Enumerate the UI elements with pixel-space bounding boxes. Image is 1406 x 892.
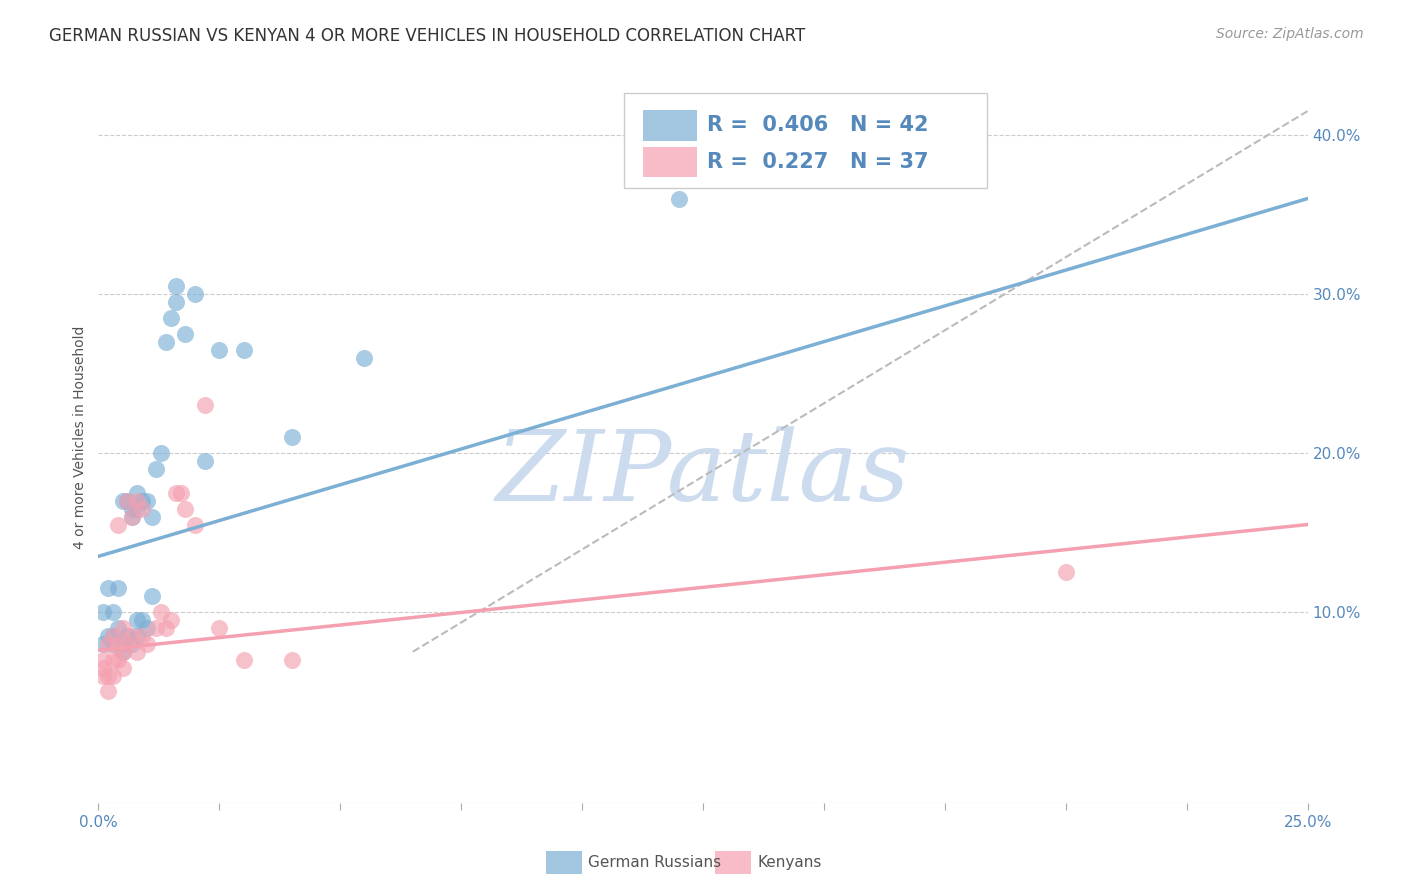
Point: [131, 629, 153, 643]
Point: [121, 637, 143, 651]
Point: [107, 517, 129, 532]
Point: [127, 493, 149, 508]
Point: [127, 613, 149, 627]
Point: [127, 629, 149, 643]
Point: [837, 104, 859, 119]
FancyBboxPatch shape: [716, 851, 751, 874]
Point: [184, 287, 207, 301]
Point: [111, 621, 134, 635]
Point: [101, 629, 124, 643]
Point: [165, 485, 187, 500]
Point: [353, 351, 375, 365]
Point: [169, 485, 191, 500]
Point: [111, 493, 134, 508]
Point: [281, 430, 304, 444]
Text: Kenyans: Kenyans: [758, 855, 821, 871]
Text: Source: ZipAtlas.com: Source: ZipAtlas.com: [1216, 27, 1364, 41]
Point: [97, 668, 120, 682]
Point: [1054, 566, 1077, 580]
Point: [135, 493, 157, 508]
FancyBboxPatch shape: [643, 146, 697, 178]
Point: [232, 653, 254, 667]
Point: [111, 645, 134, 659]
Point: [165, 294, 187, 309]
Point: [208, 621, 231, 635]
Point: [121, 509, 143, 524]
Point: [97, 629, 120, 643]
Point: [127, 645, 149, 659]
Point: [160, 613, 183, 627]
Point: [281, 653, 304, 667]
Point: [97, 637, 120, 651]
Point: [131, 613, 153, 627]
Point: [101, 637, 124, 651]
Point: [91, 653, 114, 667]
Text: German Russians: German Russians: [588, 855, 721, 871]
Point: [131, 501, 153, 516]
Point: [91, 605, 114, 619]
Point: [141, 509, 163, 524]
Point: [111, 637, 134, 651]
Point: [97, 684, 120, 698]
Y-axis label: 4 or more Vehicles in Household: 4 or more Vehicles in Household: [73, 326, 87, 549]
Point: [117, 493, 139, 508]
Point: [194, 398, 217, 412]
Point: [668, 192, 690, 206]
Point: [145, 621, 167, 635]
Point: [155, 621, 177, 635]
Point: [194, 454, 217, 468]
Point: [135, 621, 157, 635]
Point: [101, 653, 124, 667]
Point: [117, 493, 139, 508]
Point: [121, 509, 143, 524]
Point: [117, 629, 139, 643]
Point: [208, 343, 231, 357]
Point: [101, 605, 124, 619]
Point: [127, 501, 149, 516]
Point: [141, 589, 163, 603]
Point: [160, 310, 183, 325]
Point: [174, 501, 197, 516]
Point: [121, 501, 143, 516]
Text: ZIPatlas: ZIPatlas: [496, 426, 910, 521]
Point: [111, 660, 134, 674]
Point: [101, 629, 124, 643]
Text: R =  0.227   N = 37: R = 0.227 N = 37: [707, 152, 928, 172]
Point: [135, 637, 157, 651]
Point: [121, 629, 143, 643]
FancyBboxPatch shape: [546, 851, 582, 874]
Point: [145, 462, 167, 476]
Point: [150, 605, 173, 619]
Point: [107, 581, 129, 595]
FancyBboxPatch shape: [643, 110, 697, 141]
Point: [150, 446, 173, 460]
Point: [184, 517, 207, 532]
Text: R =  0.406   N = 42: R = 0.406 N = 42: [707, 115, 928, 136]
Point: [155, 334, 177, 349]
Point: [131, 493, 153, 508]
Point: [165, 279, 187, 293]
Text: GERMAN RUSSIAN VS KENYAN 4 OR MORE VEHICLES IN HOUSEHOLD CORRELATION CHART: GERMAN RUSSIAN VS KENYAN 4 OR MORE VEHIC…: [49, 27, 806, 45]
Point: [97, 581, 120, 595]
Point: [107, 653, 129, 667]
Point: [232, 343, 254, 357]
Point: [91, 637, 114, 651]
Point: [91, 668, 114, 682]
Point: [127, 485, 149, 500]
Point: [111, 645, 134, 659]
Point: [174, 326, 197, 341]
Point: [107, 637, 129, 651]
Point: [117, 637, 139, 651]
Point: [101, 668, 124, 682]
FancyBboxPatch shape: [624, 94, 987, 188]
Point: [107, 621, 129, 635]
Point: [91, 660, 114, 674]
